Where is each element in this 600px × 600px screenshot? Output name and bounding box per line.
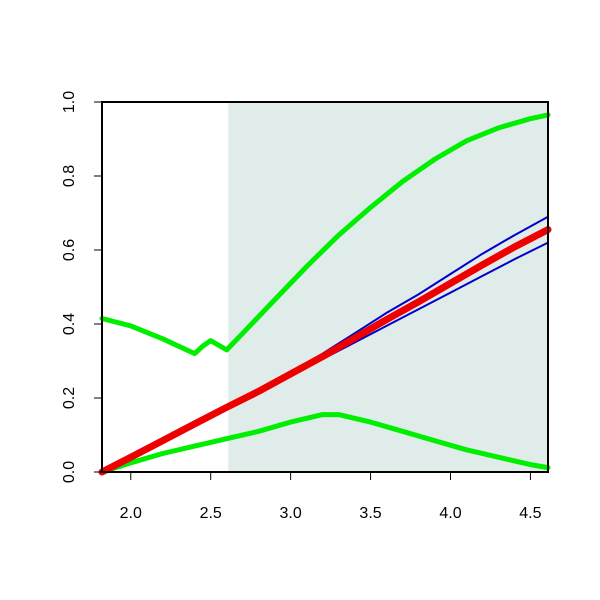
shaded-region bbox=[228, 102, 548, 472]
y-tick-label: 0.0 bbox=[61, 461, 78, 483]
y-tick-label: 0.2 bbox=[61, 387, 78, 409]
x-tick-label: 4.5 bbox=[519, 505, 541, 522]
y-tick-label: 0.6 bbox=[61, 239, 78, 261]
plot-background bbox=[228, 102, 548, 472]
x-tick-label: 2.0 bbox=[120, 505, 142, 522]
series-line-0 bbox=[99, 112, 551, 357]
x-tick-label: 2.5 bbox=[200, 505, 222, 522]
x-tick-label: 3.5 bbox=[359, 505, 381, 522]
y-tick-label: 0.4 bbox=[61, 313, 78, 335]
x-tick-label: 3.0 bbox=[280, 505, 302, 522]
x-tick-label: 4.0 bbox=[439, 505, 461, 522]
series-layer bbox=[98, 112, 552, 476]
axes: 2.0 2.5 3.0 3.5 4.0 4.5 0.0 0.2 0.4 0.6 0.8 1.0 bbox=[61, 91, 549, 522]
y-tick-label: 1.0 bbox=[61, 91, 78, 113]
y-tick-label: 0.8 bbox=[61, 165, 78, 187]
series-line-4 bbox=[98, 226, 552, 476]
series-line-1 bbox=[99, 412, 551, 475]
